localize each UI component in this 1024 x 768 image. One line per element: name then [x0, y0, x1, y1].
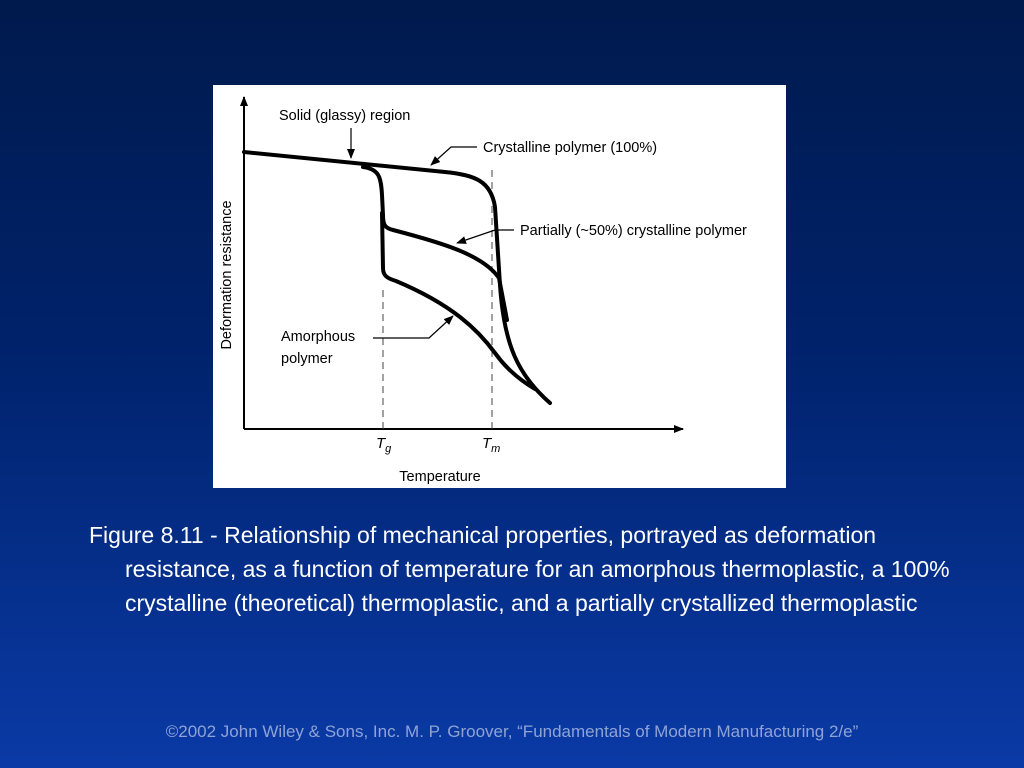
tick-tm: Tm [482, 435, 500, 455]
y-axis-label: Deformation resistance [219, 200, 235, 349]
label-partially-crystalline-polymer: Partially (~50%) crystalline polymer [520, 223, 747, 239]
amorphous-curve [380, 211, 537, 391]
partially-crystalline-curve [361, 165, 509, 322]
tick-tg: Tg [376, 435, 392, 455]
figure-panel: Solid (glassy) region Crystalline polyme… [213, 85, 786, 488]
copyright-footer: ©2002 John Wiley & Sons, Inc. M. P. Groo… [165, 722, 859, 741]
label-crystalline-polymer: Crystalline polymer (100%) [483, 140, 657, 156]
x-axis-label: Temperature [399, 469, 480, 485]
deformation-temperature-diagram: Solid (glassy) region Crystalline polyme… [219, 96, 747, 485]
figure-caption: Figure 8.11 - Relationship of mechanical… [89, 522, 950, 616]
partial-leader-arrow [456, 229, 514, 244]
crystalline-leader-arrow [430, 146, 477, 166]
label-amorphous-line2: polymer [281, 351, 333, 367]
label-amorphous-line1: Amorphous [281, 329, 355, 345]
label-solid-glassy-region: Solid (glassy) region [279, 108, 410, 124]
amorphous-leader-arrow [373, 315, 454, 339]
